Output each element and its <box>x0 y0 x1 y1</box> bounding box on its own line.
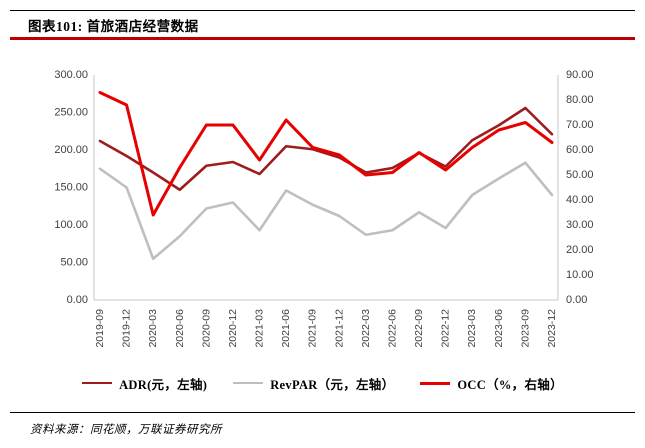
right-axis-tick: 10.00 <box>566 269 594 281</box>
left-axis-tick: 100.00 <box>54 219 88 231</box>
series-line <box>98 106 554 192</box>
x-axis-tick: 2022-09 <box>413 309 425 348</box>
x-axis-tick: 2019-09 <box>94 309 106 348</box>
legend-item-revpar: RevPAR（元，左轴） <box>233 374 394 393</box>
right-axis-tick: 20.00 <box>566 244 594 256</box>
left-axis-tick: 300.00 <box>54 69 88 81</box>
source-note: 资料来源：同花顺，万联证券研究所 <box>30 424 222 436</box>
legend-item-occ: OCC（%，右轴） <box>420 374 563 393</box>
x-axis-tick: 2019-12 <box>121 309 133 348</box>
legend-label-revpar: RevPAR（元，左轴） <box>270 377 395 392</box>
x-axis-tick: 2020-03 <box>147 309 159 348</box>
x-axis-tick: 2022-03 <box>360 309 372 348</box>
x-axis-tick: 2021-03 <box>254 309 266 348</box>
x-axis-tick: 2020-06 <box>174 309 186 348</box>
right-axis-tick: 30.00 <box>566 219 594 231</box>
left-axis-tick: 0.00 <box>67 294 88 306</box>
left-axis-tick: 250.00 <box>54 107 88 119</box>
header-top-rule <box>10 10 635 11</box>
x-axis-tick: 2023-09 <box>519 309 531 348</box>
right-axis-tick: 90.00 <box>566 69 594 81</box>
legend-label-adr: ADR(元，左轴) <box>119 377 208 392</box>
right-axis-tick: 80.00 <box>566 94 594 106</box>
line-chart: 0.00 50.00 100.00 150.00 200.00 250.00 300.00 0… <box>54 69 594 348</box>
x-axis-tick: 2021-12 <box>333 309 345 348</box>
x-axis-tick: 2021-09 <box>307 309 319 348</box>
right-axis-tick: 40.00 <box>566 194 594 206</box>
legend-label-occ: OCC（%，右轴） <box>457 377 563 392</box>
revpar-line-swatch <box>233 381 264 385</box>
left-axis-tick: 50.00 <box>60 257 88 269</box>
adr-line-swatch <box>82 381 113 385</box>
x-axis-tick: 2023-12 <box>546 309 558 348</box>
chart-legend: ADR(元，左轴) RevPAR（元，左轴） OCC（%，右轴） <box>0 372 645 394</box>
x-axis-tick: 2023-03 <box>466 309 478 348</box>
right-axis-tick: 50.00 <box>566 169 594 181</box>
x-axis-tick: 2022-12 <box>440 309 452 348</box>
right-axis-tick: 0.00 <box>566 294 587 306</box>
x-axis-tick: 2020-12 <box>227 309 239 348</box>
occ-line-swatch <box>420 381 451 385</box>
page-title: 图表101: 首旅酒店经营数据 <box>28 19 199 34</box>
footer-rule <box>10 412 635 413</box>
x-axis-tick: 2022-06 <box>386 309 398 348</box>
series-line <box>98 91 554 217</box>
legend-item-adr: ADR(元，左轴) <box>82 374 207 393</box>
x-axis-tick: 2023-06 <box>493 309 505 348</box>
right-axis-tick: 70.00 <box>566 119 594 131</box>
x-axis-tick: 2020-09 <box>200 309 212 348</box>
x-axis-tick: 2021-06 <box>280 309 292 348</box>
left-axis-tick: 200.00 <box>54 144 88 156</box>
header-red-rule <box>10 37 635 40</box>
series-line <box>98 161 554 261</box>
left-axis-tick: 150.00 <box>54 182 88 194</box>
right-axis-tick: 60.00 <box>566 144 594 156</box>
